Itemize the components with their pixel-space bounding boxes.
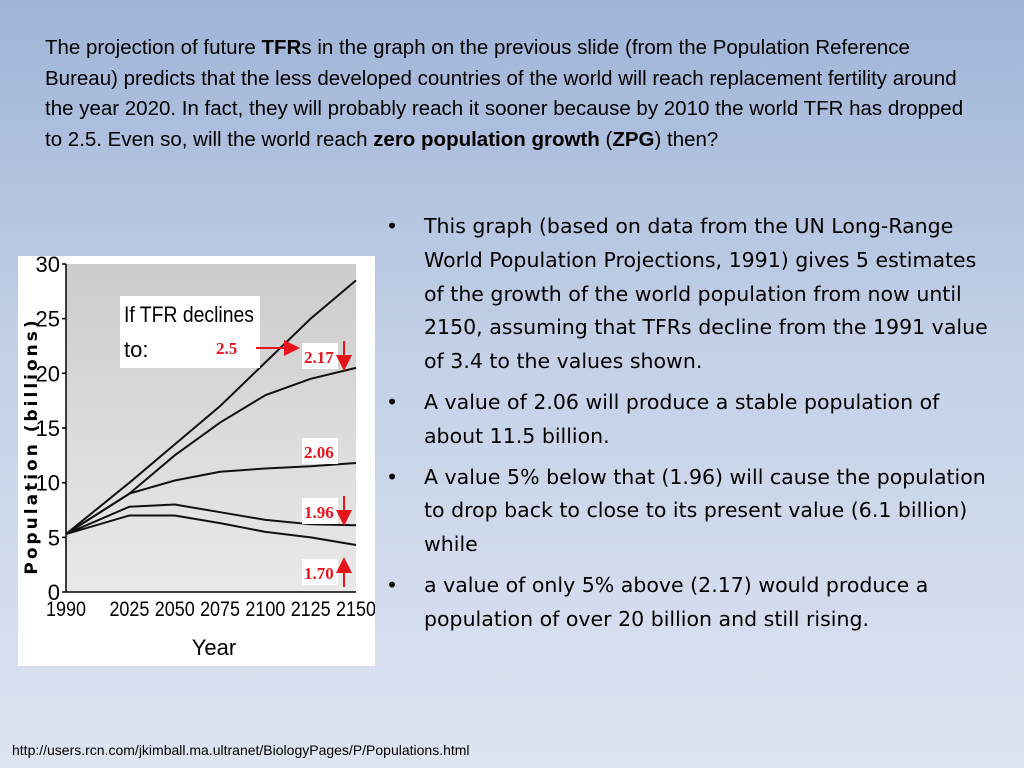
y-tick-label: 5 xyxy=(48,525,60,550)
x-tick-label: 2150 xyxy=(336,598,375,621)
x-tick-label: 2075 xyxy=(200,598,240,621)
bullet-item: • a value of only 5% above (2.17) would p… xyxy=(386,569,996,637)
intro-zpg-phrase: zero population growth xyxy=(373,127,600,151)
annotation: If TFR declines to: xyxy=(120,296,260,368)
x-tick-label: 2125 xyxy=(291,598,331,621)
bullet-list: • This graph (based on data from the UN L… xyxy=(386,210,996,644)
population-chart: 0 5 10 15 20 25 30 1990 2025 2050 2075 2100 2125 215… xyxy=(18,256,375,666)
intro-text-2: s in the graph on the previous slide (fr… xyxy=(45,36,964,151)
x-axis: 1990 2025 2050 2075 2100 2125 2150 xyxy=(46,591,375,621)
bullet-text: A value 5% below that (1.96) will cause … xyxy=(424,464,986,557)
series-label-box xyxy=(302,498,338,524)
bullet-dot: • xyxy=(386,464,399,489)
intro-tfr: TFR xyxy=(261,36,302,59)
bullet-dot: • xyxy=(386,214,399,238)
bullet-text: This graph (based on data from the UN Lo… xyxy=(424,214,988,374)
series-label: 2.5 xyxy=(216,339,237,358)
y-tick-label: 20 xyxy=(36,361,60,386)
y-tick-label: 25 xyxy=(36,307,60,332)
bullet-dot: • xyxy=(386,572,399,597)
source-url[interactable]: http://users.rcn.com/jkimball.ma.ultrane… xyxy=(12,742,470,758)
series-group xyxy=(65,279,357,546)
intro-text-4: ) then? xyxy=(654,127,719,151)
series-line-2-06 xyxy=(65,461,357,535)
bullet-text: A value of 2.06 will produce a stable po… xyxy=(424,389,940,448)
intro-paragraph: The projection of future TFRs in the gra… xyxy=(45,33,985,155)
series-label-box xyxy=(302,438,338,464)
y-tick-label: 10 xyxy=(36,471,60,496)
intro-text-1: The projection of future xyxy=(45,36,262,59)
annotation-line1: If TFR declines xyxy=(124,302,254,327)
x-tick-label: 1990 xyxy=(46,598,86,621)
series-label: 1.70 xyxy=(304,564,334,583)
y-axis-label: Population (billions) xyxy=(22,317,42,574)
x-tick-label: 2100 xyxy=(245,598,285,621)
bullet-item: • A value 5% below that (1.96) will cause… xyxy=(386,461,996,562)
x-axis-label: Year xyxy=(192,635,236,660)
series-labels: 2.5 2.17 2.06 1.96 1.70 xyxy=(216,339,352,587)
bullet-text: a value of only 5% above (2.17) would pr… xyxy=(424,572,929,631)
series-label: 2.06 xyxy=(304,443,334,462)
y-tick-label: 0 xyxy=(48,580,60,605)
y-tick-label: 15 xyxy=(36,416,60,441)
x-tick-label: 2025 xyxy=(109,598,149,621)
series-label: 2.17 xyxy=(304,348,334,367)
bullet-dot: • xyxy=(386,389,399,414)
x-tick-label: 2050 xyxy=(155,598,195,621)
series-line-1-70 xyxy=(65,514,357,546)
series-line-2-5 xyxy=(65,279,357,535)
y-tick-label: 30 xyxy=(36,256,60,277)
series-line-1-96 xyxy=(65,503,357,535)
intro-zpg: ZPG xyxy=(612,127,655,151)
bullet-item: • A value of 2.06 will produce a stable p… xyxy=(386,386,996,454)
bullet-item: • This graph (based on data from the UN L… xyxy=(386,210,996,379)
series-label: 1.96 xyxy=(304,503,334,522)
y-axis: 0 5 10 15 20 25 30 xyxy=(36,256,67,605)
annotation-box xyxy=(120,296,260,368)
annotation-line2: to: xyxy=(124,337,148,362)
intro-text-3: ( xyxy=(599,127,613,151)
series-label-box xyxy=(302,559,338,585)
series-label-box xyxy=(302,343,338,369)
